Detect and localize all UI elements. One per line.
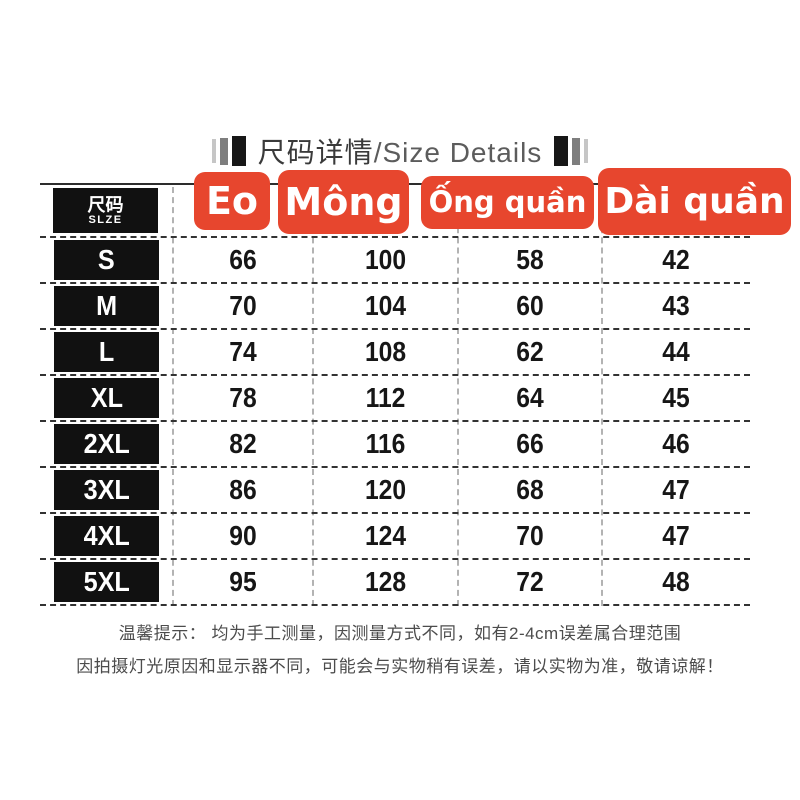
measurement-eo: 82 [229, 428, 257, 459]
size-label: M [95, 290, 117, 321]
measurement-dai-quan: 47 [662, 520, 690, 551]
measurement-dai-quan: 47 [662, 474, 690, 505]
col-header-dai-quan: Dài quần [598, 168, 791, 235]
size-label-box: S [54, 240, 159, 280]
size-cell: 5XL [40, 562, 173, 602]
measurement-ong-quan: 70 [516, 520, 544, 551]
column-divider [312, 187, 314, 606]
page-title-cn: 尺码详情 [257, 137, 374, 168]
column-divider [457, 187, 459, 606]
table-row: 2XL 82 116 66 46 [40, 422, 750, 468]
measurement-mong: 124 [364, 520, 407, 551]
deco-bar [584, 139, 589, 163]
table-row: XL 78 112 64 45 [40, 376, 750, 422]
size-cell: L [40, 332, 173, 372]
size-column-header: 尺码 SLZE [53, 188, 158, 233]
size-label-box: 3XL [54, 470, 159, 510]
measurement-ong-quan: 66 [516, 428, 544, 459]
table-row: 4XL 90 124 70 47 [40, 514, 750, 560]
col-header-mong: Mông [278, 170, 409, 234]
col-header-ong-quan: Ống quần [421, 176, 594, 229]
measurement-ong-quan: 58 [516, 244, 544, 275]
header-rule [40, 183, 790, 185]
size-label: 4XL [83, 520, 130, 551]
table-row: L 74 108 62 44 [40, 330, 750, 376]
size-label: 5XL [83, 566, 130, 597]
size-label-box: L [54, 332, 159, 372]
measurement-mong: 112 [365, 382, 406, 413]
size-column-header-en: SLZE [88, 214, 123, 227]
deco-bar [554, 136, 569, 166]
page-title-en: /Size Details [373, 137, 543, 168]
size-label-box: 2XL [54, 424, 159, 464]
measurement-dai-quan: 45 [662, 382, 690, 413]
size-cell: M [40, 286, 173, 326]
measurement-eo: 74 [229, 336, 257, 367]
measurement-eo: 78 [229, 382, 257, 413]
measurement-dai-quan: 44 [662, 336, 690, 367]
column-divider [172, 187, 174, 606]
size-column-header-cn: 尺码 [87, 194, 124, 215]
measurement-dai-quan: 42 [662, 244, 690, 275]
table-row: 3XL 86 120 68 47 [40, 468, 750, 514]
table-row: S 66 100 58 42 [40, 238, 750, 284]
deco-bar [572, 137, 581, 165]
measurement-ong-quan: 62 [516, 336, 544, 367]
measurement-eo: 86 [229, 474, 257, 505]
deco-bar [231, 136, 246, 166]
measurement-dai-quan: 46 [662, 428, 690, 459]
measurement-mong: 104 [364, 290, 407, 321]
size-label: L [98, 336, 115, 367]
size-label-box: 4XL [54, 516, 159, 556]
size-cell: 3XL [40, 470, 173, 510]
measurement-ong-quan: 60 [516, 290, 544, 321]
col-header-eo: Eo [194, 172, 270, 230]
note-line-2: 因拍摄灯光原因和显示器不同，可能会与实物稍有误差，请以实物为准，敬请谅解！ [76, 657, 724, 676]
size-label-box: M [54, 286, 159, 326]
measurement-mong: 108 [364, 336, 407, 367]
size-label-box: XL [54, 378, 159, 418]
title-deco-bars-right-icon [554, 136, 589, 166]
size-label: S [98, 244, 115, 275]
measurement-ong-quan: 72 [516, 566, 544, 597]
title-deco-bars-left-icon [211, 136, 246, 166]
size-table-body: S 66 100 58 42 M 70 104 60 43 L 74 108 6… [40, 236, 750, 606]
page-title-text: 尺码详情/Size Details [258, 131, 543, 171]
measurement-dai-quan: 43 [662, 290, 690, 321]
table-row: 5XL 95 128 72 48 [40, 560, 750, 606]
measurement-eo: 66 [229, 244, 257, 275]
size-cell: XL [40, 378, 173, 418]
measurement-mong: 100 [364, 244, 407, 275]
size-label: 3XL [83, 474, 130, 505]
measurement-ong-quan: 68 [516, 474, 544, 505]
measurement-mong: 120 [364, 474, 407, 505]
measurement-ong-quan: 64 [516, 382, 544, 413]
footer-notes: 温馨提示： 均为手工测量，因测量方式不同，如有2-4cm误差属合理范围 因拍摄灯… [0, 617, 800, 683]
size-cell: S [40, 240, 173, 280]
measurement-eo: 90 [229, 520, 257, 551]
size-cell: 4XL [40, 516, 173, 556]
deco-bar [211, 139, 216, 163]
size-label-box: 5XL [54, 562, 159, 602]
size-label: 2XL [83, 428, 130, 459]
table-row: M 70 104 60 43 [40, 284, 750, 330]
size-cell: 2XL [40, 424, 173, 464]
measurement-dai-quan: 48 [662, 566, 690, 597]
note-line-1: 温馨提示： 均为手工测量，因测量方式不同，如有2-4cm误差属合理范围 [118, 624, 682, 643]
measurement-mong: 128 [364, 566, 407, 597]
deco-bar [219, 137, 228, 165]
measurement-eo: 95 [229, 566, 257, 597]
measurement-mong: 116 [365, 428, 406, 459]
size-label: XL [90, 382, 123, 413]
page-title: 尺码详情/Size Details [0, 133, 800, 169]
measurement-eo: 70 [229, 290, 257, 321]
column-divider [601, 187, 603, 606]
